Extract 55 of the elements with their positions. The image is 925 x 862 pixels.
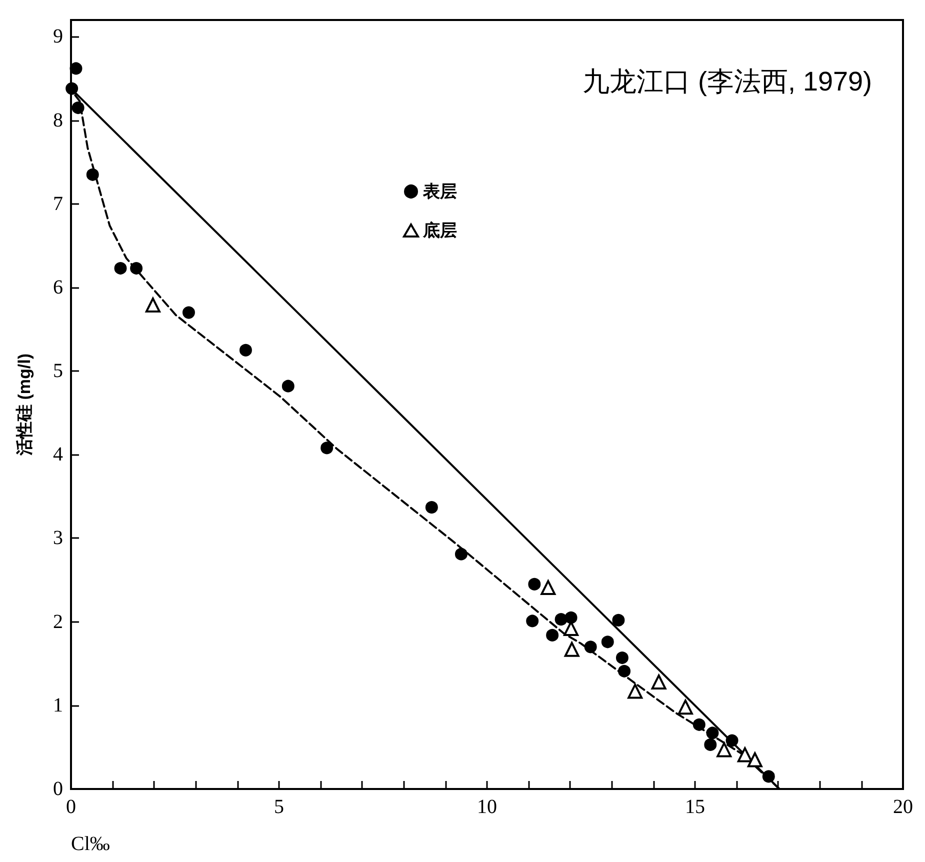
point (540, 580, 556, 596)
legend-label: 底层 (422, 221, 457, 240)
point (612, 614, 625, 626)
point (66, 82, 78, 95)
point (454, 548, 468, 560)
point (618, 664, 631, 678)
point (762, 770, 775, 783)
x-tick-label: 5 (274, 796, 284, 818)
point (726, 734, 738, 747)
y-tick-label: 5 (53, 360, 63, 382)
y-tick-label: 0 (53, 778, 63, 800)
x-axis-title: Cl‰ (71, 833, 110, 855)
point (692, 718, 706, 731)
y-tick-label: 1 (53, 694, 63, 716)
legend-label: 表层 (422, 182, 457, 201)
point (425, 501, 438, 514)
point (651, 674, 666, 690)
y-tick-label: 7 (53, 192, 63, 215)
point (282, 380, 294, 392)
point (86, 168, 99, 181)
point (564, 642, 580, 657)
point (546, 628, 559, 642)
text: 九龙江口 (李法西, 1979) (582, 66, 872, 96)
point (628, 684, 643, 699)
point (526, 614, 539, 628)
point (114, 262, 127, 274)
point (706, 726, 719, 740)
point (616, 652, 628, 664)
point (678, 700, 693, 715)
y-tick-label: 6 (53, 276, 63, 298)
y-axis-title: 活性硅 (mg/l) (15, 354, 34, 456)
point (182, 306, 195, 319)
y-tick-label: 3 (53, 527, 63, 550)
point (564, 611, 578, 624)
y-tick-label: 2 (53, 610, 63, 633)
x-tick-label: 15 (685, 796, 705, 818)
point (601, 636, 614, 648)
y-tick-label: 4 (53, 444, 63, 466)
point (528, 578, 541, 590)
y-tick-label: 9 (53, 26, 63, 48)
point (145, 298, 160, 313)
point (72, 102, 84, 114)
x-tick-label: 10 (477, 796, 497, 818)
y-tick-label: 8 (53, 109, 63, 132)
x-tick-label: 20 (893, 796, 913, 818)
point (239, 344, 252, 356)
point (737, 747, 752, 762)
point (747, 752, 762, 768)
point (320, 442, 334, 454)
point (716, 742, 732, 758)
point (70, 62, 82, 75)
point (554, 613, 568, 626)
point (130, 262, 143, 274)
point (584, 640, 597, 654)
point (704, 738, 717, 751)
